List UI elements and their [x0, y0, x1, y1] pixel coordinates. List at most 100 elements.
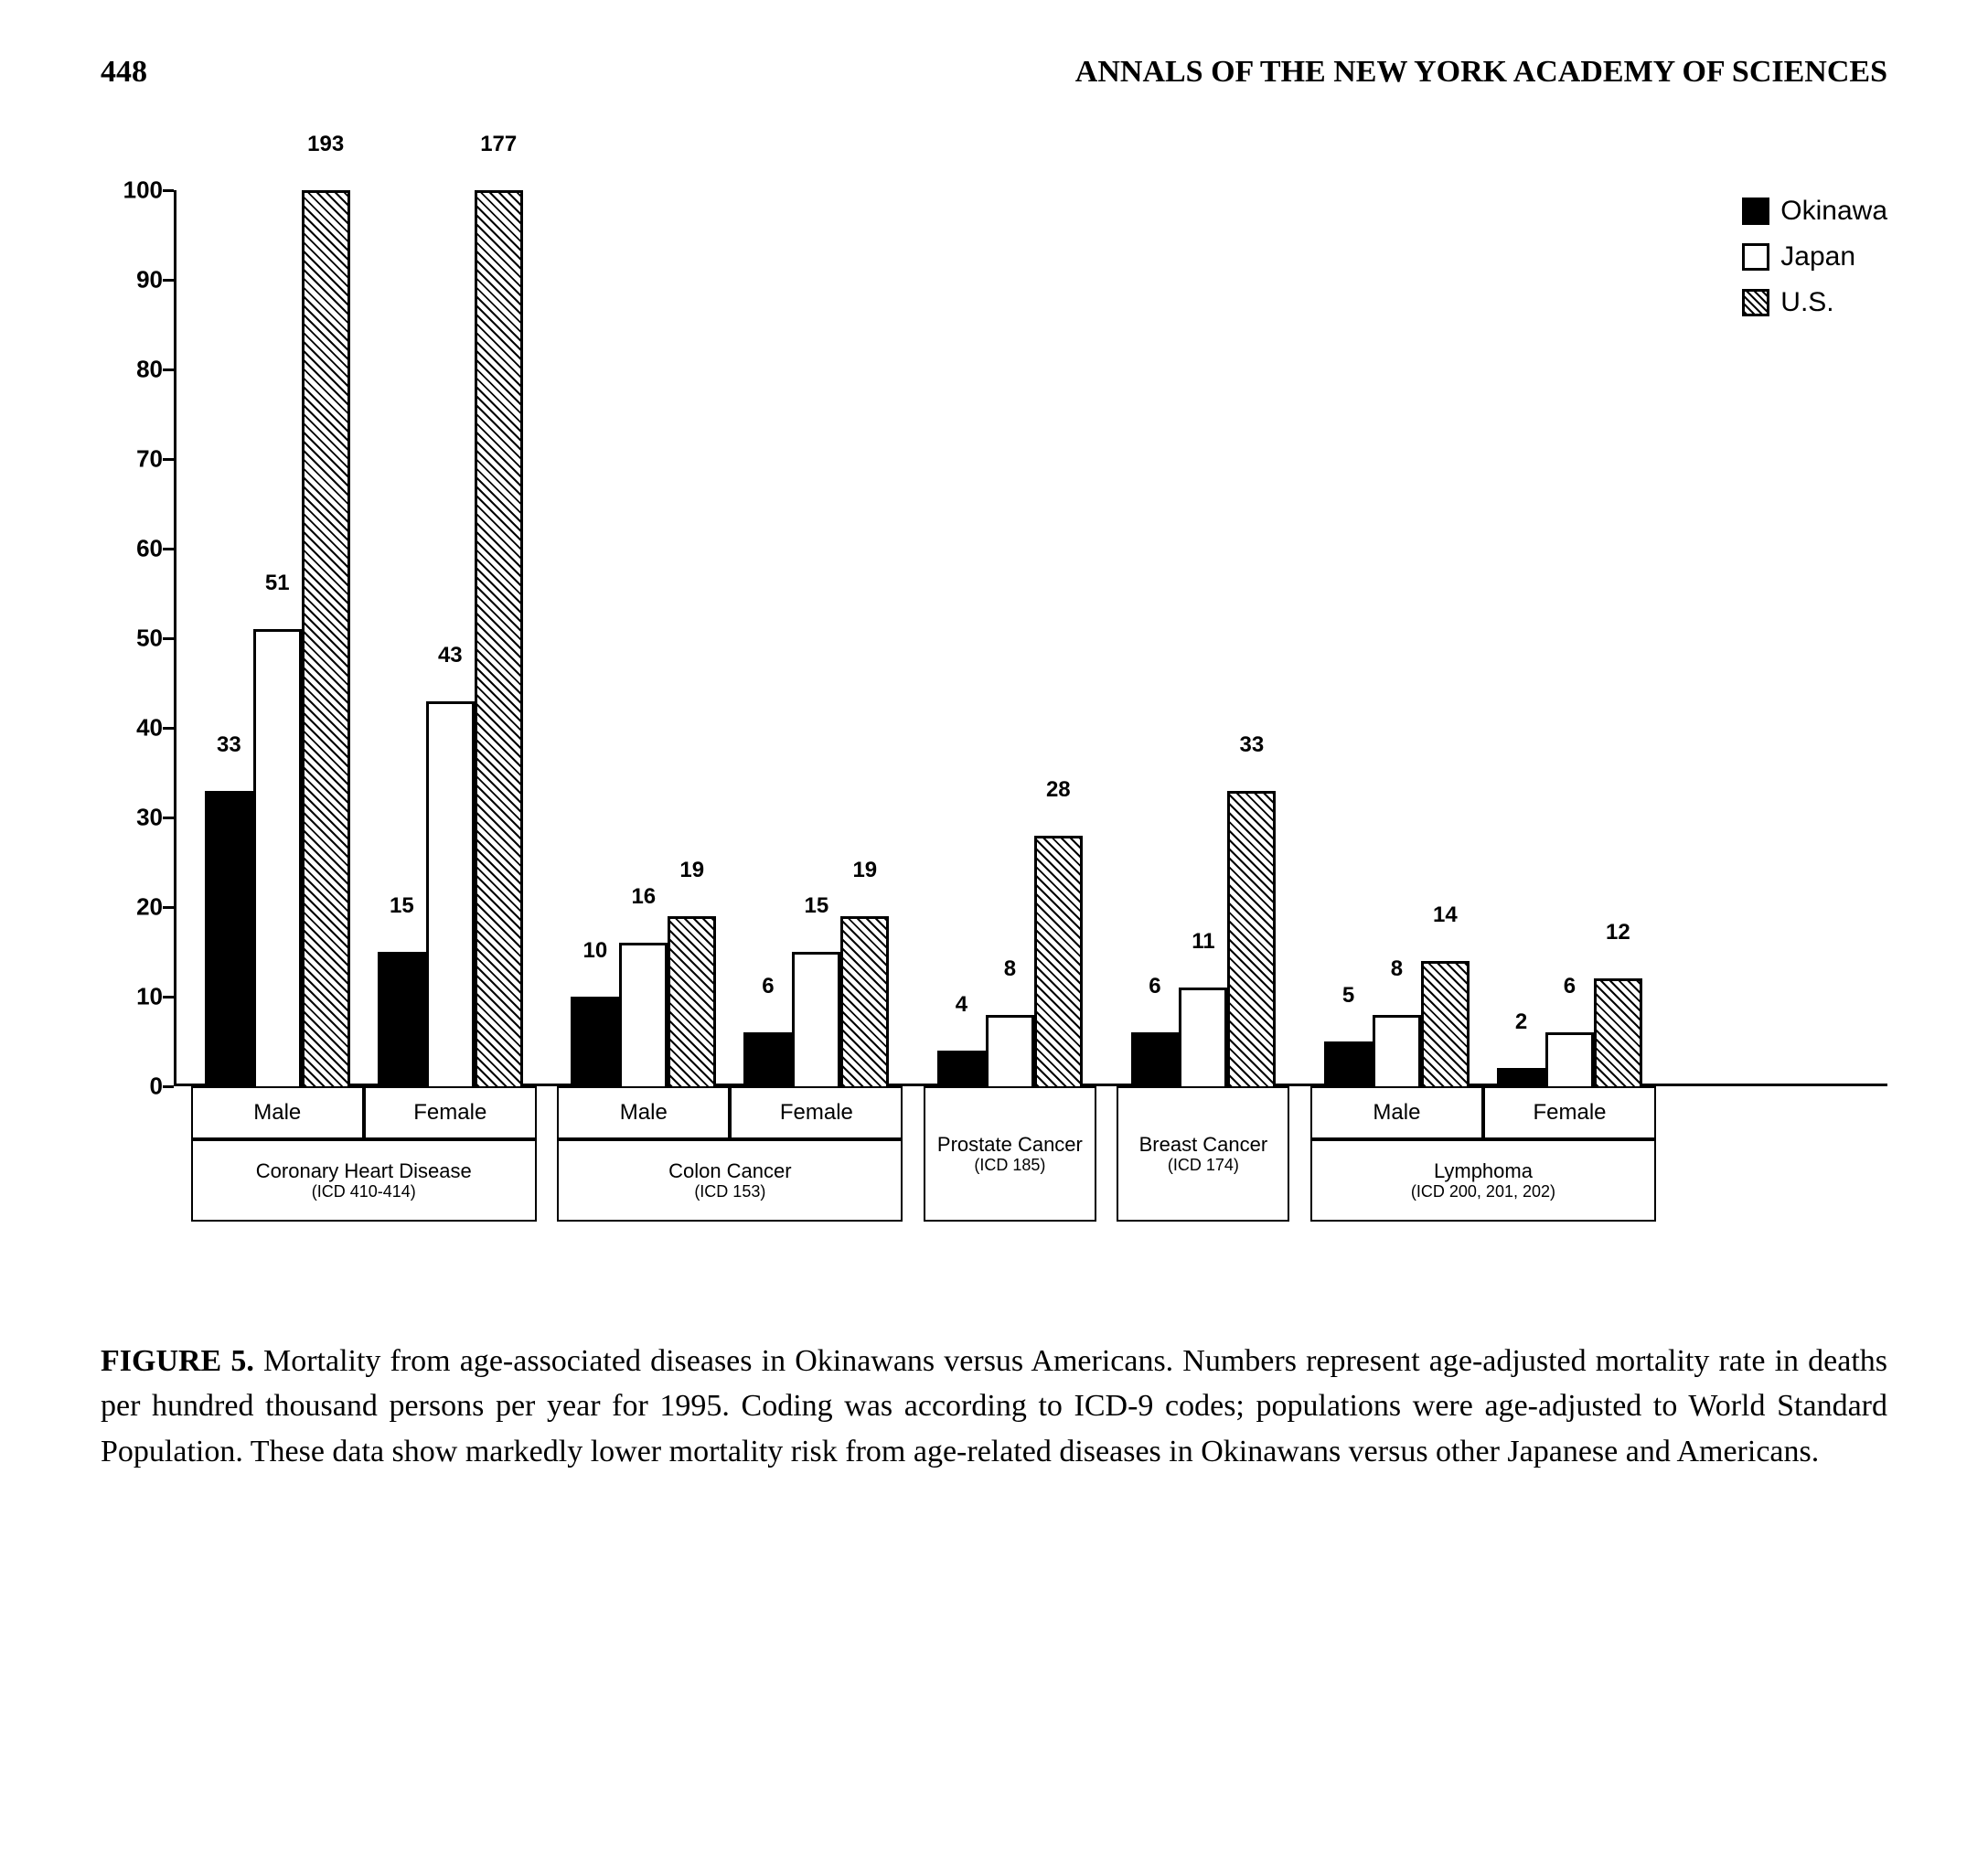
bar — [1421, 961, 1470, 1086]
bar-value-label: 177 — [480, 132, 517, 161]
bar — [426, 701, 475, 1086]
bar-value-label: 43 — [438, 643, 463, 672]
bar-value-label: 8 — [1004, 956, 1016, 986]
bar-value-label: 19 — [679, 858, 704, 887]
disease-cell: Colon Cancer(ICD 153) — [557, 1139, 903, 1222]
bar-value-label: 15 — [390, 893, 414, 923]
bar — [378, 952, 426, 1086]
y-axis — [174, 190, 176, 1086]
y-tick-label: 20 — [108, 893, 163, 922]
figure-5-chart: 0102030405060708090100335119315431771016… — [101, 190, 1887, 1287]
disease-cell: Lymphoma(ICD 200, 201, 202) — [1310, 1139, 1656, 1222]
disease-cell: Coronary Heart Disease(ICD 410-414) — [191, 1139, 537, 1222]
bar — [253, 629, 302, 1086]
y-tick — [163, 1085, 174, 1088]
sex-cell: Male — [191, 1086, 364, 1139]
bar — [1373, 1015, 1421, 1086]
bar — [840, 916, 889, 1086]
bar-value-label: 33 — [1239, 732, 1264, 762]
bar — [792, 952, 840, 1086]
disease-cell: Breast Cancer(ICD 174) — [1117, 1086, 1289, 1222]
bar — [668, 916, 716, 1086]
y-tick — [163, 637, 174, 640]
disease-cell: Prostate Cancer(ICD 185) — [924, 1086, 1096, 1222]
y-tick-label: 60 — [108, 535, 163, 563]
bar-value-label: 14 — [1433, 902, 1458, 932]
legend-item-japan: Japan — [1742, 241, 1887, 272]
sex-cell: Male — [557, 1086, 730, 1139]
bar — [1034, 836, 1083, 1086]
bar — [1179, 988, 1227, 1086]
x-axis-category-strip: MaleFemaleCoronary Heart Disease(ICD 410… — [174, 1086, 1887, 1287]
sex-cell: Female — [364, 1086, 537, 1139]
bar — [1545, 1032, 1594, 1086]
y-tick — [163, 996, 174, 998]
bar — [1227, 791, 1276, 1086]
bar-value-label: 5 — [1342, 983, 1354, 1012]
bar — [205, 791, 253, 1086]
bar-value-label: 28 — [1046, 777, 1071, 806]
caption-lead: FIGURE 5. — [101, 1344, 254, 1378]
bar-value-label: 19 — [852, 858, 877, 887]
y-tick — [163, 368, 174, 371]
bar — [1497, 1068, 1545, 1086]
page-number: 448 — [101, 55, 147, 90]
bar-value-label: 16 — [631, 884, 656, 913]
y-tick-label: 40 — [108, 714, 163, 742]
y-tick-label: 90 — [108, 266, 163, 294]
y-tick-label: 80 — [108, 356, 163, 384]
y-tick — [163, 727, 174, 730]
bar — [302, 190, 350, 1086]
bar-value-label: 6 — [762, 974, 774, 1003]
y-tick — [163, 458, 174, 461]
sex-cell: Female — [1483, 1086, 1656, 1139]
bar-value-label: 6 — [1564, 974, 1576, 1003]
bar-value-label: 193 — [307, 132, 344, 161]
legend-item-us: U.S. — [1742, 287, 1887, 318]
bar-value-label: 10 — [583, 938, 608, 967]
bar — [743, 1032, 792, 1086]
figure-caption: FIGURE 5. Mortality from age-associated … — [101, 1339, 1887, 1474]
legend: Okinawa Japan U.S. — [1742, 196, 1887, 333]
y-tick — [163, 279, 174, 282]
legend-label: U.S. — [1780, 287, 1833, 318]
y-tick-label: 50 — [108, 625, 163, 653]
y-tick-label: 30 — [108, 804, 163, 832]
bar-value-label: 4 — [956, 992, 967, 1021]
bar-value-label: 51 — [265, 571, 290, 600]
bar — [619, 943, 668, 1086]
bar — [475, 190, 523, 1086]
y-tick — [163, 548, 174, 550]
bar — [571, 997, 619, 1086]
y-tick — [163, 906, 174, 909]
bar — [1594, 978, 1642, 1086]
plot-area: 0102030405060708090100335119315431771016… — [174, 190, 1887, 1086]
bar-value-label: 8 — [1391, 956, 1403, 986]
bar — [937, 1051, 986, 1086]
legend-label: Okinawa — [1780, 196, 1887, 227]
bar-value-label: 12 — [1606, 920, 1630, 949]
bar — [986, 1015, 1034, 1086]
bar-value-label: 15 — [805, 893, 829, 923]
legend-swatch-hatch — [1742, 289, 1769, 316]
bar-value-label: 6 — [1149, 974, 1160, 1003]
y-tick — [163, 817, 174, 819]
legend-swatch-solid — [1742, 198, 1769, 225]
y-tick-label: 100 — [108, 176, 163, 205]
legend-label: Japan — [1780, 241, 1855, 272]
y-tick-label: 0 — [108, 1073, 163, 1101]
bar — [1131, 1032, 1180, 1086]
y-tick-label: 10 — [108, 983, 163, 1011]
sex-cell: Female — [730, 1086, 903, 1139]
bar — [1324, 1041, 1373, 1086]
running-header: 448 ANNALS OF THE NEW YORK ACADEMY OF SC… — [101, 55, 1887, 90]
caption-text: Mortality from age-associated diseases i… — [101, 1344, 1887, 1468]
running-title: ANNALS OF THE NEW YORK ACADEMY OF SCIENC… — [1075, 55, 1887, 90]
bar-value-label: 2 — [1515, 1009, 1527, 1039]
y-tick-label: 70 — [108, 445, 163, 474]
legend-swatch-hollow — [1742, 243, 1769, 271]
y-tick — [163, 189, 174, 192]
bar-value-label: 11 — [1192, 929, 1214, 958]
bar-value-label: 33 — [217, 732, 241, 762]
sex-cell: Male — [1310, 1086, 1483, 1139]
